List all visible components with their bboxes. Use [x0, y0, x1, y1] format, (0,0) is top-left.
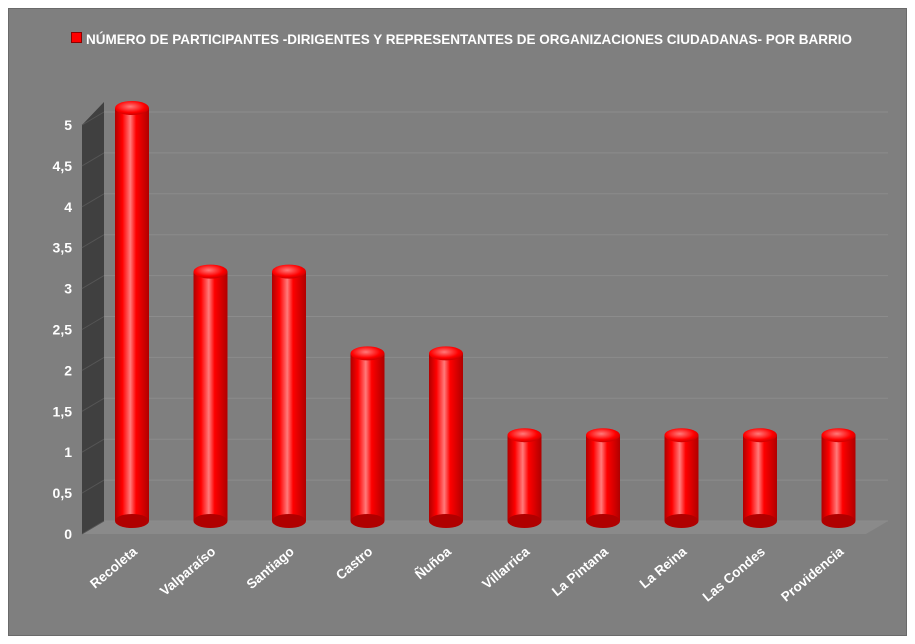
bar-cap [115, 101, 149, 115]
wall-gridline [81, 193, 105, 208]
x-tick-label: Las Condes [700, 544, 768, 605]
bar [664, 428, 699, 528]
bar [115, 101, 149, 528]
bar-base [586, 514, 620, 528]
bar-cap [507, 428, 542, 443]
x-tick-label: Recoleta [87, 543, 140, 591]
bar-base [193, 514, 228, 528]
bar [586, 428, 620, 528]
y-tick-label: 4 [64, 199, 72, 215]
wall-gridline [81, 397, 105, 412]
wall-gridline [81, 234, 105, 249]
x-tick-label: Santiago [244, 544, 297, 592]
y-tick-label: 5 [64, 117, 72, 133]
x-tick-label: La Reina [637, 544, 690, 592]
bar [350, 346, 385, 528]
bar [507, 428, 542, 528]
y-tick-label: 0 [64, 526, 72, 542]
y-tick-label: 1,5 [53, 403, 73, 419]
bar-body [272, 271, 306, 521]
bar [193, 264, 228, 528]
bar-body [429, 353, 463, 521]
bar-body [193, 271, 228, 521]
wall-gridline [81, 520, 105, 535]
bar-body [586, 435, 620, 521]
x-tick-label: Ñuñoa [412, 543, 454, 582]
bar-body [821, 435, 856, 521]
y-tick-label: 2,5 [53, 322, 73, 338]
y-tick-label: 3,5 [53, 240, 73, 256]
bar-base [429, 514, 463, 528]
chart-legend: NÚMERO DE PARTICIPANTES -DIRIGENTES Y RE… [71, 31, 891, 49]
bar-base [350, 514, 385, 528]
wall-gridline [81, 316, 105, 330]
bar-base [272, 514, 306, 528]
legend-label: NÚMERO DE PARTICIPANTES -DIRIGENTES Y RE… [86, 32, 853, 47]
x-tick-label: Villarrica [479, 543, 533, 591]
bar [743, 428, 777, 528]
y-tick-label: 2 [64, 362, 72, 378]
bar [429, 346, 463, 528]
x-tick-label: Castro [333, 544, 375, 583]
bar-cap [664, 428, 699, 443]
y-tick-label: 4,5 [53, 158, 73, 174]
x-tick-label: Valparaíso [157, 544, 218, 599]
bar-base [115, 514, 149, 528]
wall-gridline [81, 275, 105, 290]
x-tick-label: La Pintana [549, 543, 611, 599]
bar-body [507, 435, 542, 521]
bar-base [743, 514, 777, 528]
bar-body [743, 435, 777, 521]
wall-gridline [81, 479, 105, 494]
bar-cap [821, 428, 856, 443]
side-wall [82, 102, 104, 534]
wall-gridline [81, 356, 105, 371]
wall-gridline [81, 111, 105, 126]
bar [272, 264, 306, 528]
wall-gridline [81, 438, 105, 453]
bar-cap [429, 346, 463, 361]
legend-swatch [71, 32, 82, 43]
bar-cap [272, 264, 306, 279]
bar-cap [586, 428, 620, 443]
bar-base [664, 514, 699, 528]
bar-base [507, 514, 542, 528]
bar [821, 428, 856, 528]
bar-body [664, 435, 699, 521]
bar-cap [743, 428, 777, 443]
bar-body [350, 353, 385, 521]
bar-cap [350, 346, 385, 361]
bar-body [115, 108, 149, 521]
y-tick-label: 1 [64, 444, 72, 460]
bar-cap [193, 264, 228, 279]
y-tick-label: 0,5 [53, 485, 73, 501]
wall-gridline [81, 152, 105, 167]
bar-base [821, 514, 856, 528]
y-tick-label: 3 [64, 281, 72, 297]
x-tick-label: Providencia [778, 543, 847, 604]
